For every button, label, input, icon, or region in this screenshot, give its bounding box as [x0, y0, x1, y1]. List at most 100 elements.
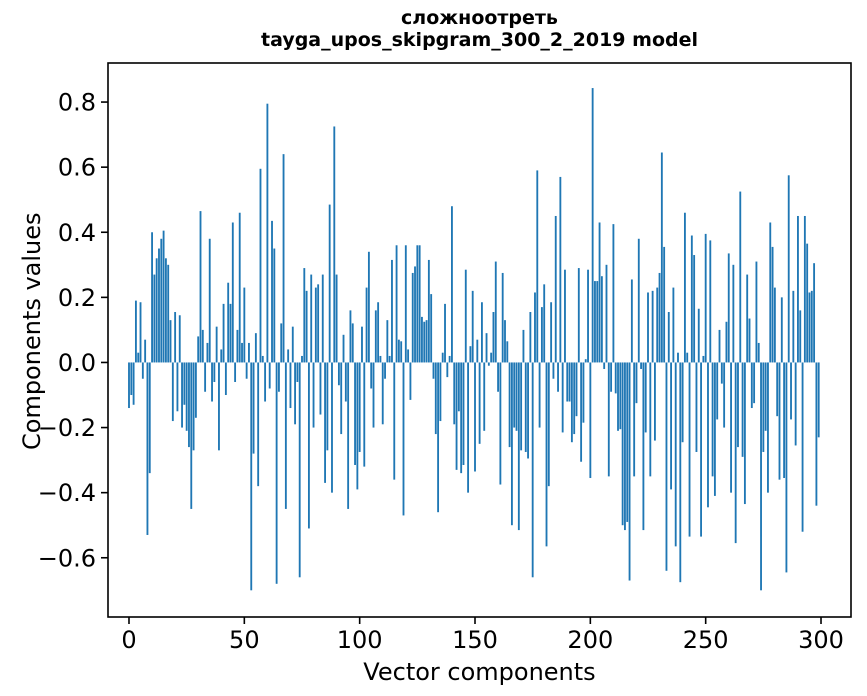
bar: [374, 310, 377, 363]
bar: [416, 245, 419, 363]
y-tick-label: 0.6: [58, 154, 96, 182]
bar: [787, 175, 790, 363]
bar: [557, 362, 559, 392]
bar: [464, 269, 467, 363]
bar: [589, 362, 592, 479]
bar: [748, 318, 751, 363]
bar: [543, 284, 546, 363]
bar: [402, 362, 405, 516]
bar: [208, 238, 211, 363]
bar: [333, 126, 336, 363]
bar: [499, 362, 502, 485]
bar: [181, 362, 183, 428]
x-tick-label: 300: [798, 626, 844, 654]
bar: [686, 352, 689, 363]
bar: [718, 329, 721, 363]
bar: [391, 259, 393, 363]
x-tick-label: 250: [683, 626, 729, 654]
bar: [508, 362, 511, 448]
bar: [354, 362, 356, 465]
bar: [739, 191, 742, 363]
bar: [395, 245, 398, 363]
bar: [303, 268, 306, 363]
bar: [501, 272, 504, 363]
bar: [626, 362, 629, 522]
bar: [642, 362, 645, 531]
bar: [474, 362, 476, 472]
chart-title-line1: сложноотреть: [401, 7, 558, 29]
bar: [248, 342, 250, 363]
bar: [654, 362, 656, 441]
bar: [794, 362, 797, 446]
bar: [700, 362, 702, 537]
bar: [716, 362, 719, 420]
bar: [476, 339, 479, 363]
bar: [790, 362, 792, 420]
bar: [190, 362, 193, 509]
bar: [755, 261, 758, 363]
bar: [379, 355, 382, 363]
bar: [254, 333, 257, 363]
bar: [340, 362, 343, 435]
bar: [257, 362, 260, 487]
bar: [185, 362, 188, 431]
bar: [536, 170, 539, 363]
bar: [460, 362, 463, 474]
bar: [723, 362, 726, 428]
bar: [457, 362, 460, 412]
bar: [178, 315, 181, 363]
bar: [649, 362, 652, 477]
bar: [326, 362, 329, 451]
bar: [335, 274, 338, 363]
bar: [372, 362, 375, 428]
bar: [227, 282, 230, 363]
bar: [289, 362, 292, 409]
bar: [517, 362, 520, 531]
bar: [291, 326, 294, 363]
bar: [192, 362, 195, 451]
bar: [451, 206, 453, 363]
bar: [273, 248, 276, 363]
bar: [577, 268, 580, 363]
chart-title: сложноотреть tayga_upos_skipgram_300_2_2…: [108, 7, 851, 51]
bar: [393, 362, 396, 480]
bar: [388, 355, 391, 363]
bar: [266, 103, 269, 363]
bar: [709, 240, 712, 363]
bar: [199, 211, 202, 363]
bar: [520, 362, 523, 451]
bar: [591, 88, 594, 363]
bar: [734, 362, 737, 544]
bar: [250, 362, 253, 591]
bar: [160, 238, 163, 363]
bar: [314, 287, 317, 363]
bar: [418, 245, 421, 363]
bar: [697, 308, 700, 363]
bar: [234, 362, 237, 382]
bar: [554, 215, 557, 363]
bar: [236, 329, 239, 363]
bar: [294, 362, 296, 425]
bar: [522, 329, 525, 363]
bar: [561, 362, 564, 433]
bar: [524, 362, 527, 452]
bar: [624, 362, 626, 531]
bar: [148, 362, 151, 474]
bar: [312, 362, 315, 428]
bar: [619, 362, 622, 430]
bar: [128, 362, 130, 409]
bar: [771, 246, 774, 363]
bar: [271, 220, 273, 363]
bar: [534, 292, 536, 363]
bar: [750, 362, 753, 409]
bar: [158, 248, 160, 363]
bar: [151, 232, 153, 363]
bar: [773, 287, 776, 363]
bar: [635, 362, 638, 404]
bar: [603, 362, 606, 369]
bar: [674, 362, 677, 547]
bar: [607, 362, 610, 477]
bar: [695, 362, 698, 452]
bar: [171, 362, 174, 422]
